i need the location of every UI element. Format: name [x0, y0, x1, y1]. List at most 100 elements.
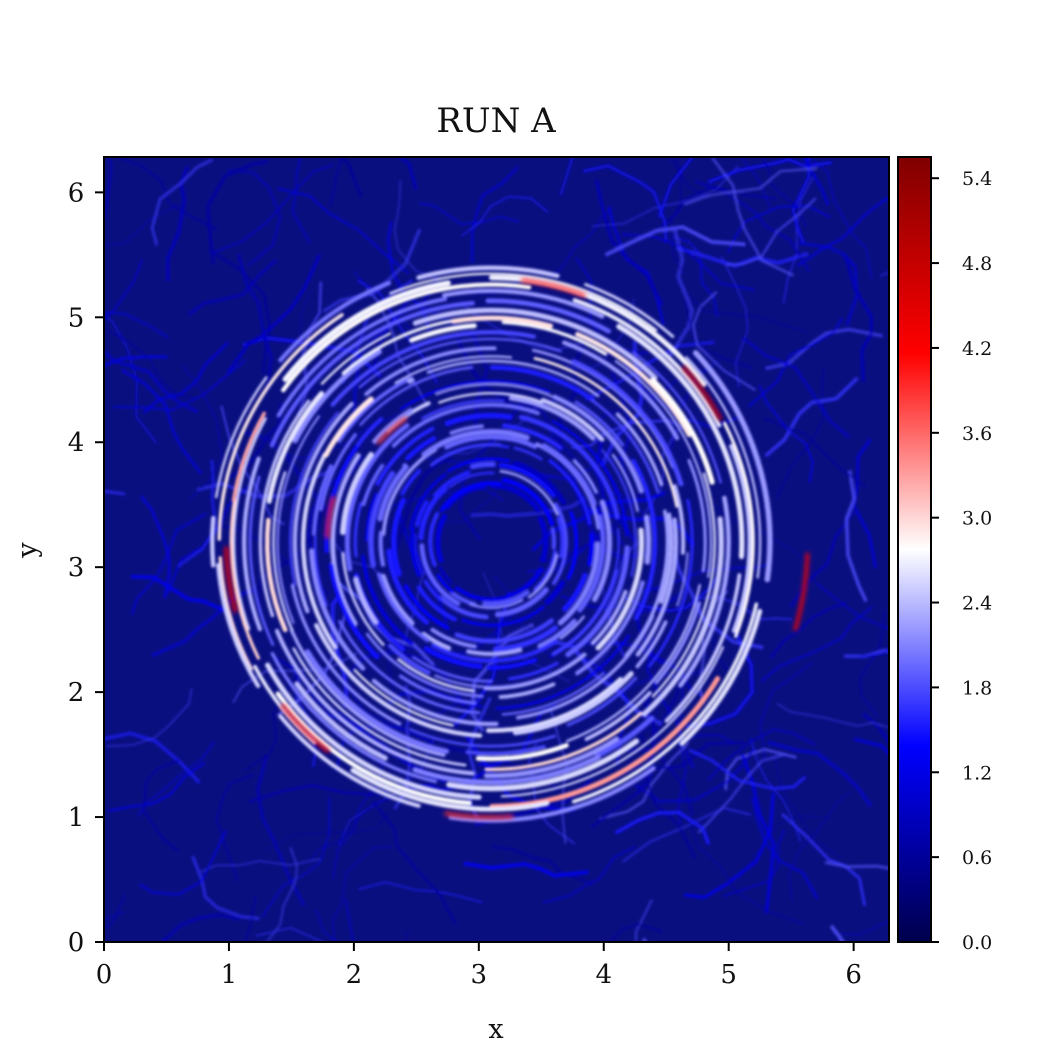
ring-arc: [487, 657, 538, 670]
ring-arc: [551, 569, 618, 656]
ring-arc: [537, 618, 577, 649]
ring-arc: [412, 754, 601, 785]
y-tick-label: 5: [68, 303, 85, 333]
plot-frame: [103, 156, 890, 943]
ring-arc: [518, 414, 620, 520]
ring-arc: [537, 516, 549, 563]
y-tick-label: 1: [68, 803, 85, 833]
ring-arc: [289, 411, 339, 587]
filament-stroke: [130, 512, 207, 615]
ring-arc: [218, 556, 253, 671]
ring-arc: [590, 399, 660, 494]
ring-arc: [330, 330, 536, 407]
x-tick-label: 3: [471, 960, 488, 990]
filament-stroke: [104, 311, 169, 339]
filament-stroke: [545, 923, 663, 942]
filament-stroke: [781, 813, 867, 906]
filament-stroke: [760, 606, 873, 683]
ring-arc: [631, 381, 680, 441]
ring-arc: [378, 530, 386, 567]
filament-stroke: [634, 606, 707, 699]
filament-stroke: [220, 405, 285, 526]
ring-arc: [541, 443, 597, 507]
ring-arc: [483, 653, 587, 691]
filament-stroke: [244, 895, 257, 942]
ring-arc: [248, 475, 275, 646]
ring-arc: [353, 576, 378, 625]
filament-stroke: [131, 574, 229, 614]
ring-arc: [489, 482, 541, 513]
ring-arc: [512, 460, 567, 506]
ring-arc: [641, 516, 724, 717]
ring-arc: [292, 349, 382, 444]
ring-arc: [423, 645, 483, 669]
filament-stroke: [574, 256, 649, 355]
y-tick-label: 6: [68, 178, 85, 208]
filament-stroke: [621, 233, 755, 291]
ring-arc: [571, 359, 684, 487]
filament-stroke: [142, 341, 229, 415]
colorbar-tick-label: 5.4: [962, 168, 992, 190]
ring-arc: [278, 281, 392, 363]
ring-arc: [338, 620, 481, 715]
ring-arc: [253, 664, 317, 745]
filament-stroke: [761, 157, 808, 227]
filament-stroke: [708, 500, 816, 583]
filament-stroke: [191, 855, 260, 921]
ring-arc: [380, 573, 415, 626]
ring-arc: [319, 433, 357, 512]
ring-arc: [575, 331, 692, 438]
ring-arc: [548, 459, 592, 525]
ring-arc: [214, 376, 268, 499]
filament-stroke: [582, 164, 668, 243]
filament-stroke: [215, 774, 255, 881]
ring-arc: [430, 627, 477, 649]
filament-stroke: [176, 459, 218, 568]
filament-stroke: [137, 741, 215, 817]
ring-arc: [350, 767, 550, 812]
ring-arc: [591, 499, 613, 603]
ring-arc: [562, 340, 636, 387]
ring-arc: [631, 458, 658, 621]
ring-arc: [659, 512, 674, 604]
ring-arc: [551, 420, 628, 537]
filament-stroke: [226, 254, 322, 374]
ring-arc: [571, 602, 759, 804]
ring-arc: [489, 365, 595, 402]
filament-stroke: [338, 736, 436, 846]
filament-stroke: [837, 939, 841, 942]
filament-stroke: [549, 206, 614, 279]
filament-stroke: [759, 662, 813, 762]
filament-stroke: [720, 256, 749, 388]
colorbar-tick-label: 3.6: [962, 423, 992, 445]
filament-stroke: [344, 898, 355, 942]
ring-arc: [566, 584, 701, 743]
filament-stroke: [758, 384, 814, 484]
ring-arc: [587, 532, 595, 567]
ring-arc: [258, 399, 311, 618]
ring-arc: [654, 601, 701, 685]
filament-stroke: [688, 820, 804, 925]
ring-arc: [217, 313, 344, 541]
x-tick-label: 0: [96, 960, 113, 990]
ring-arc: [577, 514, 606, 613]
ring-arc: [276, 415, 320, 624]
ring-arc: [439, 595, 489, 620]
ring-arc: [513, 446, 543, 461]
x-tick-label: 6: [845, 960, 862, 990]
x-axis-label: x: [488, 1014, 503, 1045]
filament-stroke: [211, 163, 334, 255]
ring-arc: [590, 589, 628, 646]
filament-stroke: [692, 291, 756, 391]
ring-arc: [454, 618, 554, 644]
ring-arc: [403, 584, 450, 630]
hotspots: [224, 278, 810, 820]
ring-arc: [449, 424, 484, 435]
ring-arc: [394, 355, 513, 385]
colorbar-tick-label: 0.6: [962, 847, 992, 869]
ring-arc: [290, 583, 402, 726]
ring-arc: [265, 517, 288, 633]
filament-stroke: [104, 731, 201, 784]
ring-arc: [566, 676, 638, 727]
filament-stroke: [227, 168, 282, 267]
